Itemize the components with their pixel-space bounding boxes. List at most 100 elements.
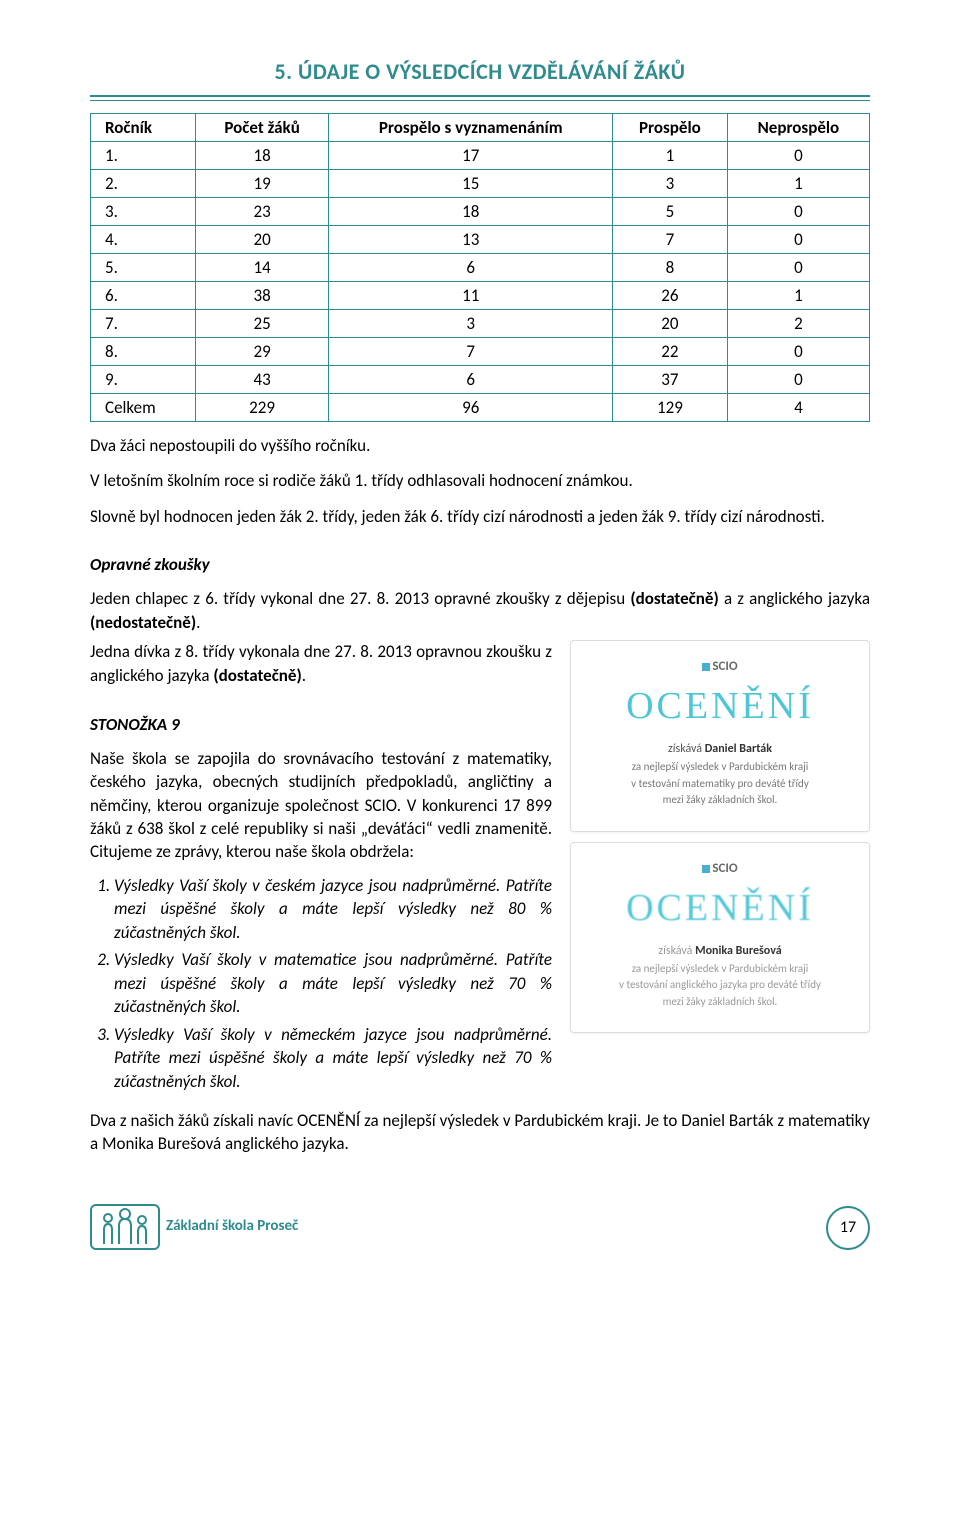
award-card-2: SCIO OCENĚNÍ získává Monika Burešová za … bbox=[570, 842, 870, 1034]
table-cell: 38 bbox=[195, 282, 329, 310]
t: za nejlepší výsledek v Pardubickém kraji bbox=[585, 961, 855, 978]
table-row: 7.253202 bbox=[91, 310, 870, 338]
table-cell: 4. bbox=[91, 226, 196, 254]
table-cell: 13 bbox=[329, 226, 613, 254]
oceneni-title: OCENĚNÍ bbox=[585, 684, 855, 728]
table-cell: 20 bbox=[613, 310, 728, 338]
table-cell: 7. bbox=[91, 310, 196, 338]
t: mezi žáky základních škol. bbox=[585, 994, 855, 1011]
t: mezi žáky základních škol. bbox=[585, 792, 855, 809]
table-row: Celkem229961294 bbox=[91, 394, 870, 422]
table-cell: 43 bbox=[195, 366, 329, 394]
t: získává bbox=[668, 742, 705, 756]
page-heading: 5. ÚDAJE O VÝSLEDCÍCH VZDĚLÁVÁNÍ ŽÁKŮ bbox=[90, 58, 870, 85]
table-cell: 2 bbox=[727, 310, 869, 338]
award-desc: za nejlepší výsledek v Pardubickém kraji… bbox=[585, 961, 855, 1011]
brand-text: SCIO bbox=[712, 861, 737, 876]
heading-rule bbox=[90, 95, 870, 101]
table-cell: 3. bbox=[91, 198, 196, 226]
table-cell: 1 bbox=[727, 170, 869, 198]
table-cell: 29 bbox=[195, 338, 329, 366]
brand-text: SCIO bbox=[712, 659, 737, 674]
table-row: 2.191531 bbox=[91, 170, 870, 198]
table-cell: 2. bbox=[91, 170, 196, 198]
table-row: 9.436370 bbox=[91, 366, 870, 394]
table-cell: 23 bbox=[195, 198, 329, 226]
t: a z anglického jazyka bbox=[719, 588, 870, 609]
opravne-p1: Jeden chlapec z 6. třídy vykonal dne 27.… bbox=[90, 587, 870, 634]
table-row: 3.231850 bbox=[91, 198, 870, 226]
table-cell: 8. bbox=[91, 338, 196, 366]
award-recipient: získává Daniel Barták bbox=[585, 742, 855, 756]
subheading-stonozka: STONOŽKA 9 bbox=[90, 713, 552, 736]
table-cell: 14 bbox=[195, 254, 329, 282]
th-rocnik: Ročník bbox=[91, 114, 196, 142]
table-cell: 4 bbox=[727, 394, 869, 422]
t: (dostatečně) bbox=[630, 588, 718, 609]
th-vyznamenani: Prospělo s vyznamenáním bbox=[329, 114, 613, 142]
table-cell: 22 bbox=[613, 338, 728, 366]
table-cell: 9. bbox=[91, 366, 196, 394]
page-number: 17 bbox=[826, 1206, 870, 1250]
table-cell: 11 bbox=[329, 282, 613, 310]
table-cell: 5. bbox=[91, 254, 196, 282]
result-item-2: Výsledky Vaší školy v matematice jsou na… bbox=[114, 948, 552, 1018]
table-cell: 8 bbox=[613, 254, 728, 282]
stonozka-intro: Naše škola se zapojila do srovnávacího t… bbox=[90, 747, 552, 864]
t: v testování anglického jazyka pro deváté… bbox=[585, 977, 855, 994]
table-cell: 20 bbox=[195, 226, 329, 254]
result-item-1: Výsledky Vaší školy v českém jazyce jsou… bbox=[114, 874, 552, 944]
t: Daniel Barták bbox=[705, 742, 772, 756]
award-card-1: SCIO OCENĚNÍ získává Daniel Barták za ne… bbox=[570, 640, 870, 832]
table-cell: 15 bbox=[329, 170, 613, 198]
grades-table: Ročník Počet žáků Prospělo s vyznamenání… bbox=[90, 113, 870, 422]
para-hodnoceni: V letošním školním roce si rodiče žáků 1… bbox=[90, 469, 870, 492]
logo-text: Základní škola Proseč bbox=[166, 1219, 298, 1234]
th-pocet: Počet žáků bbox=[195, 114, 329, 142]
award-desc: za nejlepší výsledek v Pardubickém kraji… bbox=[585, 759, 855, 809]
table-cell: 6 bbox=[329, 254, 613, 282]
table-cell: 0 bbox=[727, 366, 869, 394]
table-cell: 7 bbox=[613, 226, 728, 254]
table-cell: 18 bbox=[195, 142, 329, 170]
para-slovne: Slovně byl hodnocen jeden žák 2. třídy, … bbox=[90, 505, 870, 528]
table-cell: 0 bbox=[727, 198, 869, 226]
results-list: Výsledky Vaší školy v českém jazyce jsou… bbox=[90, 874, 552, 1093]
t: . bbox=[196, 612, 200, 633]
logo-icon bbox=[90, 1204, 160, 1250]
para-nepostoupili: Dva žáci nepostoupili do vyššího ročníku… bbox=[90, 434, 870, 457]
scio-brand: SCIO bbox=[585, 861, 855, 876]
scio-brand: SCIO bbox=[585, 659, 855, 674]
table-cell: 17 bbox=[329, 142, 613, 170]
table-cell: 3 bbox=[329, 310, 613, 338]
table-cell: 1 bbox=[727, 282, 869, 310]
t: (dostatečně) bbox=[213, 665, 301, 686]
table-cell: 129 bbox=[613, 394, 728, 422]
table-row: 4.201370 bbox=[91, 226, 870, 254]
table-cell: 7 bbox=[329, 338, 613, 366]
table-cell: 0 bbox=[727, 142, 869, 170]
th-prospelo: Prospělo bbox=[613, 114, 728, 142]
t: získává bbox=[658, 944, 695, 958]
table-cell: 5 bbox=[613, 198, 728, 226]
table-cell: 0 bbox=[727, 338, 869, 366]
table-cell: 6. bbox=[91, 282, 196, 310]
table-row: 8.297220 bbox=[91, 338, 870, 366]
table-cell: 26 bbox=[613, 282, 728, 310]
table-cell: 96 bbox=[329, 394, 613, 422]
school-logo: Základní škola Proseč bbox=[90, 1204, 298, 1250]
table-cell: 18 bbox=[329, 198, 613, 226]
table-row: 5.14680 bbox=[91, 254, 870, 282]
subheading-opravne: Opravné zkoušky bbox=[90, 554, 870, 575]
t: v testování matematiky pro deváté třídy bbox=[585, 776, 855, 793]
t: (nedostatečně) bbox=[90, 612, 196, 633]
t: Jeden chlapec z 6. třídy vykonal dne 27.… bbox=[90, 588, 630, 609]
th-neprospelo: Neprospělo bbox=[727, 114, 869, 142]
stonozka-outro: Dva z našich žáků získali navíc OCENĚNÍ … bbox=[90, 1109, 870, 1156]
table-cell: 25 bbox=[195, 310, 329, 338]
t: Jedna dívka z 8. třídy vykonala dne 27. … bbox=[90, 641, 552, 685]
t: za nejlepší výsledek v Pardubickém kraji bbox=[585, 759, 855, 776]
table-cell: 0 bbox=[727, 226, 869, 254]
table-cell: 0 bbox=[727, 254, 869, 282]
t: . bbox=[302, 665, 306, 686]
